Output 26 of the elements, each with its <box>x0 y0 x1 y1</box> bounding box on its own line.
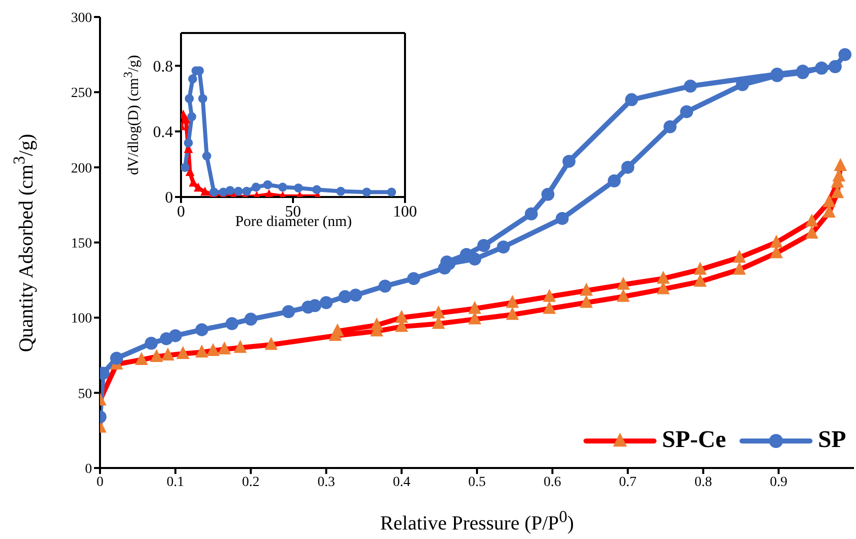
x-tick-label: 0 <box>177 203 185 220</box>
y-tick-label: 150 <box>71 236 92 252</box>
x-tick-label: 0.1 <box>166 474 184 490</box>
y-tick-label: 50 <box>78 386 92 402</box>
y-tick-label: 250 <box>71 86 92 102</box>
x-tick-label: 0.2 <box>242 474 260 490</box>
x-tick-label: 0.9 <box>770 474 788 490</box>
y-tick-label: 100 <box>71 312 92 327</box>
x-axis-title: Relative Pressure (P/P$^{0}$) <box>379 507 575 536</box>
x-axis-title: Pore diameter (nm) <box>235 214 352 230</box>
y-tick-label: 0.8 <box>153 58 173 76</box>
y-tick-label: 200 <box>71 161 92 176</box>
x-tick-label: 0.4 <box>392 474 410 490</box>
x-tick-label: 0 <box>96 474 104 490</box>
legend-label: SP-Ce <box>662 427 726 454</box>
y-tick-label: 0 <box>85 462 92 477</box>
x-tick-label: 0.3 <box>317 474 335 490</box>
y-tick-label: 0 <box>165 190 173 207</box>
x-tick-label: 0.8 <box>694 474 712 490</box>
x-tick-label: 0.5 <box>468 474 486 490</box>
y-tick-label: 0.4 <box>153 124 173 142</box>
x-tick-label: 0.7 <box>619 474 637 490</box>
x-tick-label: 100 <box>393 203 417 220</box>
legend-label: SP <box>818 427 846 454</box>
x-tick-label: 0.6 <box>544 474 562 490</box>
y-tick-label: 300 <box>71 10 92 26</box>
